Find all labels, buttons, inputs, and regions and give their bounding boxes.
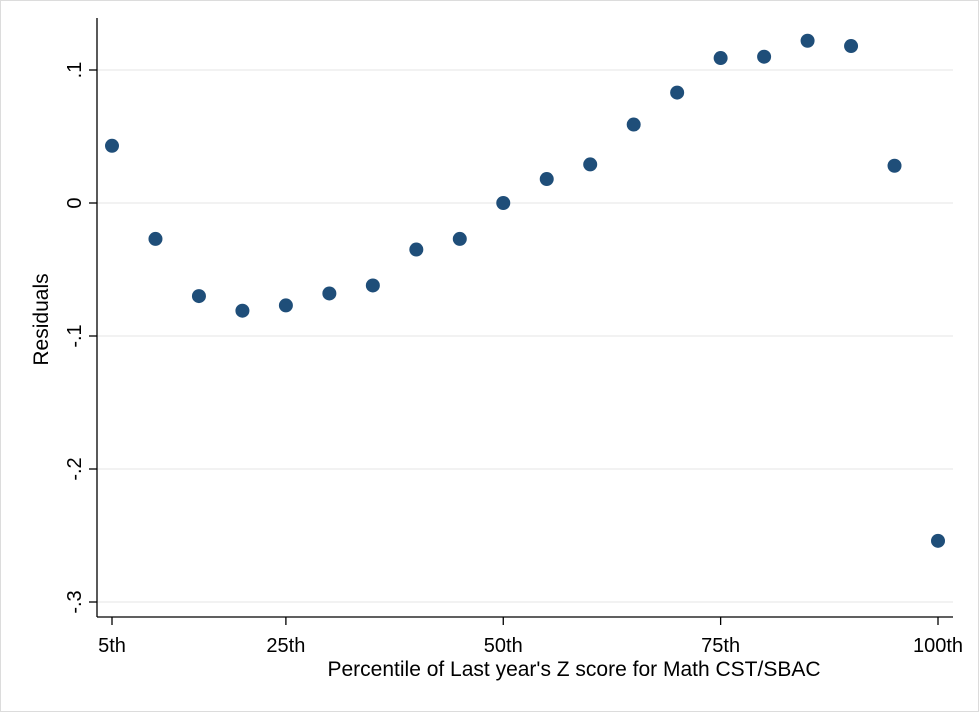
data-point	[409, 242, 424, 257]
data-point	[235, 303, 250, 318]
data-point	[191, 289, 206, 304]
data-point	[757, 49, 772, 64]
data-point	[322, 286, 337, 301]
data-point	[452, 231, 467, 246]
data-point	[583, 157, 598, 172]
x-tick-label: 5th	[98, 635, 126, 657]
gridlines	[97, 69, 953, 603]
y-tick-label: -.2	[64, 457, 86, 480]
data-points	[105, 33, 945, 548]
y-tick-label: -.3	[64, 590, 86, 613]
data-point	[713, 51, 728, 66]
y-tick-label: -.1	[64, 324, 86, 347]
data-point	[539, 172, 554, 187]
data-point	[365, 278, 380, 293]
x-axis-title: Percentile of Last year's Z score for Ma…	[327, 658, 820, 681]
data-point	[105, 138, 119, 153]
y-tick-label: 0	[64, 197, 86, 208]
data-point	[844, 39, 859, 54]
data-point	[148, 231, 163, 246]
data-point	[931, 533, 945, 548]
x-tick-label: 25th	[266, 635, 305, 657]
axes: .1 0 -.1 -.2 -.3 5th 25th 50th 75th 100th	[64, 18, 963, 657]
data-point	[278, 298, 293, 313]
y-tick-label: .1	[64, 62, 86, 79]
x-tick-label: 75th	[701, 635, 740, 657]
x-tick-label: 50th	[484, 635, 523, 657]
x-tick-label: 100th	[913, 635, 963, 657]
data-point	[670, 85, 685, 100]
data-point	[800, 33, 815, 48]
data-point	[626, 117, 641, 132]
data-point	[887, 158, 902, 173]
data-point	[496, 196, 511, 210]
y-axis-title: Residuals	[30, 273, 53, 365]
